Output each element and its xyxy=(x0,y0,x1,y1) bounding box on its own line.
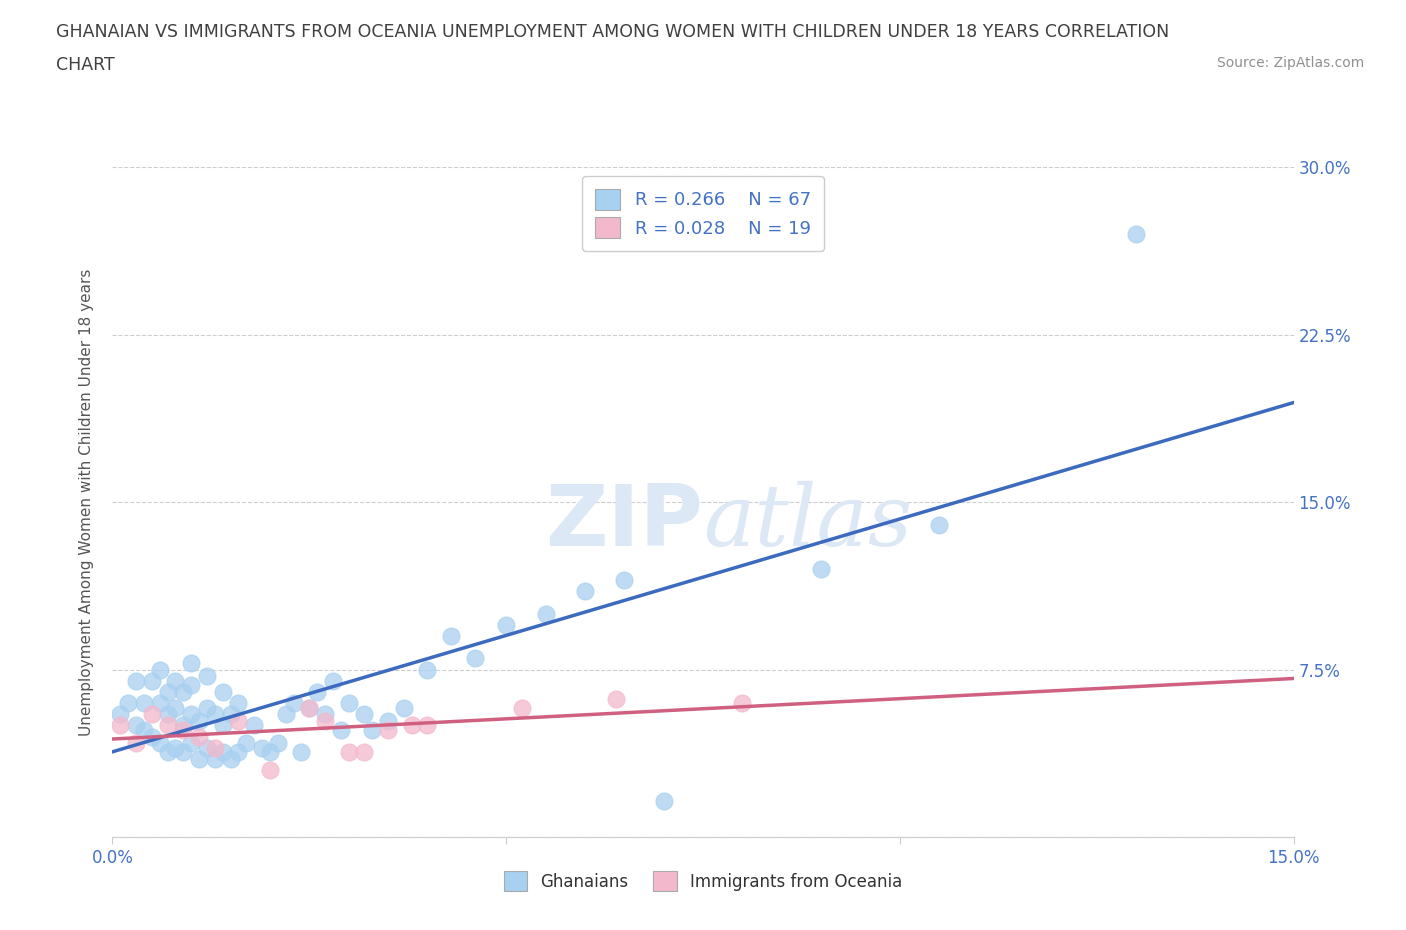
Point xyxy=(314,713,336,728)
Point xyxy=(204,707,226,722)
Text: ZIP: ZIP xyxy=(546,481,703,564)
Point xyxy=(810,562,832,577)
Point xyxy=(298,700,321,715)
Point xyxy=(322,673,344,688)
Point xyxy=(377,713,399,728)
Point xyxy=(1125,227,1147,242)
Point xyxy=(156,745,179,760)
Point xyxy=(353,745,375,760)
Point xyxy=(117,696,139,711)
Point xyxy=(188,713,211,728)
Point xyxy=(534,606,557,621)
Point xyxy=(132,696,155,711)
Point xyxy=(495,618,517,632)
Point xyxy=(267,736,290,751)
Legend: Ghanaians, Immigrants from Oceania: Ghanaians, Immigrants from Oceania xyxy=(492,859,914,902)
Point xyxy=(110,718,132,733)
Point xyxy=(195,669,218,684)
Point xyxy=(416,718,439,733)
Point xyxy=(156,684,179,699)
Point xyxy=(156,718,179,733)
Point xyxy=(401,718,423,733)
Point xyxy=(165,740,187,755)
Point xyxy=(250,740,273,755)
Point xyxy=(235,736,257,751)
Point xyxy=(172,684,194,699)
Point xyxy=(219,751,242,766)
Point xyxy=(172,723,194,737)
Point xyxy=(652,794,675,809)
Point xyxy=(180,678,202,693)
Point xyxy=(195,700,218,715)
Point xyxy=(211,745,233,760)
Point xyxy=(188,751,211,766)
Point xyxy=(204,751,226,766)
Point xyxy=(928,517,950,532)
Point xyxy=(211,684,233,699)
Point xyxy=(416,662,439,677)
Point xyxy=(731,696,754,711)
Point xyxy=(259,763,281,777)
Point xyxy=(188,729,211,744)
Point xyxy=(605,691,627,706)
Point xyxy=(228,713,250,728)
Point xyxy=(141,729,163,744)
Point xyxy=(132,723,155,737)
Point xyxy=(298,700,321,715)
Point xyxy=(125,718,148,733)
Y-axis label: Unemployment Among Women with Children Under 18 years: Unemployment Among Women with Children U… xyxy=(79,269,94,736)
Point xyxy=(337,696,360,711)
Point xyxy=(283,696,305,711)
Point xyxy=(204,740,226,755)
Point xyxy=(125,673,148,688)
Point xyxy=(211,718,233,733)
Point xyxy=(361,723,384,737)
Text: CHART: CHART xyxy=(56,56,115,73)
Point xyxy=(440,629,463,644)
Point xyxy=(195,740,218,755)
Point xyxy=(165,673,187,688)
Point xyxy=(464,651,486,666)
Point xyxy=(172,718,194,733)
Point xyxy=(141,707,163,722)
Point xyxy=(259,745,281,760)
Point xyxy=(172,745,194,760)
Point xyxy=(337,745,360,760)
Point xyxy=(149,662,172,677)
Point xyxy=(574,584,596,599)
Point xyxy=(110,707,132,722)
Point xyxy=(274,707,297,722)
Text: atlas: atlas xyxy=(703,481,912,564)
Point xyxy=(149,736,172,751)
Point xyxy=(353,707,375,722)
Point xyxy=(149,696,172,711)
Point xyxy=(156,707,179,722)
Point xyxy=(613,573,636,588)
Point xyxy=(314,707,336,722)
Text: Source: ZipAtlas.com: Source: ZipAtlas.com xyxy=(1216,56,1364,70)
Point xyxy=(180,707,202,722)
Point xyxy=(228,696,250,711)
Point xyxy=(228,745,250,760)
Point xyxy=(180,656,202,671)
Point xyxy=(510,700,533,715)
Text: GHANAIAN VS IMMIGRANTS FROM OCEANIA UNEMPLOYMENT AMONG WOMEN WITH CHILDREN UNDER: GHANAIAN VS IMMIGRANTS FROM OCEANIA UNEM… xyxy=(56,23,1170,41)
Point xyxy=(243,718,266,733)
Point xyxy=(377,723,399,737)
Point xyxy=(307,684,329,699)
Point xyxy=(392,700,415,715)
Point xyxy=(165,700,187,715)
Point xyxy=(125,736,148,751)
Point xyxy=(141,673,163,688)
Point xyxy=(180,736,202,751)
Point xyxy=(219,707,242,722)
Point xyxy=(290,745,312,760)
Point xyxy=(329,723,352,737)
